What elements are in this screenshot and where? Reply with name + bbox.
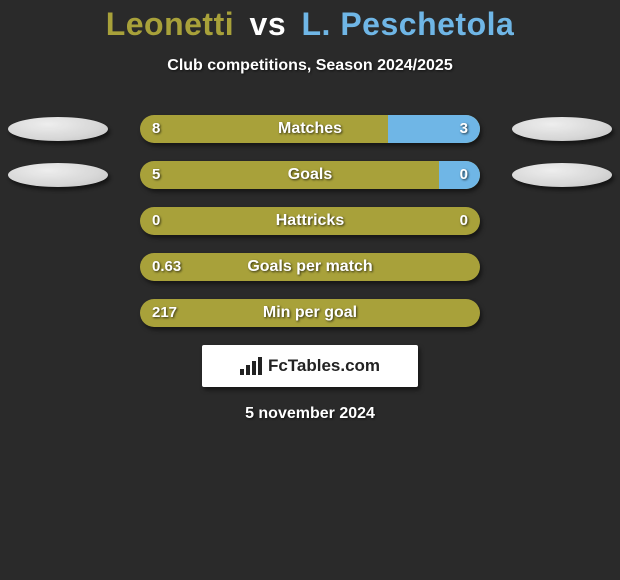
player2-name: L. Peschetola bbox=[302, 6, 515, 42]
stat-row: 0.63Goals per match bbox=[0, 253, 620, 281]
player2-badge bbox=[512, 117, 612, 141]
player2-badge bbox=[512, 163, 612, 187]
stat-left-value: 5 bbox=[152, 161, 160, 189]
stat-bar: 83Matches bbox=[140, 115, 480, 143]
stat-bar: 0.63Goals per match bbox=[140, 253, 480, 281]
stat-row: 0 0Hattricks bbox=[0, 207, 620, 235]
stat-row: 83Matches bbox=[0, 115, 620, 143]
vs-label: vs bbox=[250, 6, 287, 42]
player1-badge bbox=[8, 117, 108, 141]
stats-block: 83Matches50Goals00Hattricks0.63Goals per… bbox=[0, 115, 620, 327]
stat-label: Goals per match bbox=[140, 253, 480, 281]
stat-bar: 0 0Hattricks bbox=[140, 207, 480, 235]
stat-bar: 217Min per goal bbox=[140, 299, 480, 327]
subtitle: Club competitions, Season 2024/2025 bbox=[0, 57, 620, 75]
brand-logo: FcTables.com bbox=[202, 345, 418, 387]
date-line: 5 november 2024 bbox=[0, 405, 620, 423]
stat-row: 217Min per goal bbox=[0, 299, 620, 327]
stat-right-value: 0 bbox=[460, 161, 468, 189]
title: Leonetti vs L. Peschetola bbox=[0, 0, 620, 43]
stat-row: 5 0Goals bbox=[0, 161, 620, 189]
stat-left-value: 217 bbox=[152, 299, 177, 327]
stat-left-value: 0 bbox=[152, 207, 160, 235]
stat-left-value: 0.63 bbox=[152, 253, 181, 281]
comparison-infographic: Leonetti vs L. Peschetola Club competiti… bbox=[0, 0, 620, 580]
stat-right-value: 3 bbox=[460, 115, 468, 143]
bars-icon bbox=[240, 357, 262, 375]
brand-text: FcTables.com bbox=[268, 356, 380, 376]
stat-label: Min per goal bbox=[140, 299, 480, 327]
player1-name: Leonetti bbox=[106, 6, 234, 42]
player1-badge bbox=[8, 163, 108, 187]
stat-label: Hattricks bbox=[140, 207, 480, 235]
stat-label: Goals bbox=[140, 161, 480, 189]
stat-left-value: 8 bbox=[152, 115, 160, 143]
stat-bar: 5 0Goals bbox=[140, 161, 480, 189]
stat-right-value: 0 bbox=[460, 207, 468, 235]
